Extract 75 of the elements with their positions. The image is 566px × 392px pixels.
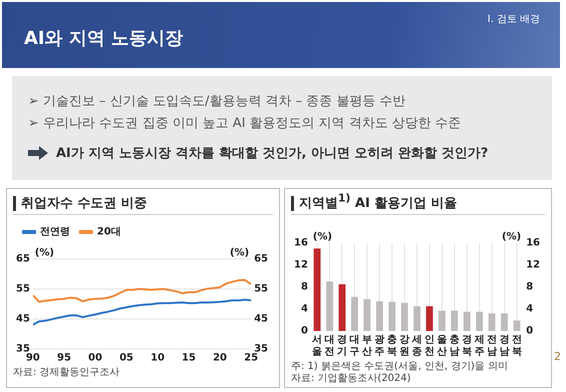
legend-label: 20대 [97, 226, 121, 238]
bar [388, 302, 396, 332]
bar [414, 306, 420, 332]
bar [513, 320, 520, 332]
y-tick-label: 8 [300, 282, 308, 293]
bar [326, 282, 334, 332]
text: 자료: 경제활동인구조사 [13, 367, 121, 379]
bar [426, 306, 433, 332]
bar [500, 314, 508, 332]
x-tick-label: 25 [244, 352, 258, 364]
x-tick-label: 인천 [424, 334, 434, 358]
x-tick-label: 강원 [400, 334, 410, 358]
y2-tick-label: 12 [526, 260, 540, 271]
x-tick-label: 00 [88, 352, 102, 364]
y2-tick-label: 16 [526, 238, 540, 249]
text: 2 [554, 350, 561, 363]
text: ➢ 우리나라 수도권 집중 이미 높고 AI 활용정도의 지역 격차도 상당한 수준 [28, 115, 462, 132]
y2-tick-label: 8 [526, 282, 534, 293]
x-tick-label: 경북 [462, 334, 472, 358]
x-tick-label: 충남 [449, 334, 460, 358]
y2-tick-label: 65 [254, 254, 268, 265]
x-tick-label: 대구 [350, 334, 360, 358]
y-tick-label: 45 [16, 314, 30, 325]
text: 주: 1) 붉은색은 수도권(서울, 인천, 경기)을 의미 [291, 361, 509, 373]
x-tick-label: 20 [212, 352, 227, 364]
x-tick-label: 서울 [312, 334, 322, 358]
x-tick-label: 전남 [486, 334, 497, 358]
text: I. 검토 배경 [488, 13, 540, 26]
chart-title: 지역별$^{1)}$ AI 활용기업 비율 [298, 192, 457, 212]
x-tick-label: 세종 [411, 334, 422, 358]
x-tick-label: 95 [57, 352, 72, 364]
legend-label: 전연령 [40, 226, 70, 238]
text: 자료: 기업활동조사(2024) [291, 373, 412, 386]
bar [476, 312, 483, 332]
text: AI와 지역 노동시장 [24, 27, 184, 50]
x-tick-label: 부산 [362, 334, 372, 358]
bar [488, 314, 496, 332]
bar [376, 302, 383, 332]
bar [401, 303, 408, 332]
y2-tick-label: 4 [526, 304, 534, 315]
y-tick-label: 12 [294, 260, 308, 271]
x-tick-label: 경기 [337, 334, 348, 358]
y-tick-label: 16 [294, 238, 308, 249]
y2-axis-title: (%) [230, 248, 250, 259]
text: ➢ 기술진보 – 신기술 도입속도/활용능력 격차 – 종종 불평등 수반 [28, 93, 406, 110]
x-tick-label: 15 [182, 352, 196, 364]
x-tick-label: 울산 [436, 334, 447, 358]
bar [463, 312, 470, 332]
bar [451, 310, 458, 332]
y2-tick-label: 0 [526, 326, 534, 337]
y-tick-label: 65 [16, 254, 30, 265]
x-tick-label: 전북 [512, 334, 522, 358]
x-tick-label: 제주 [473, 334, 484, 358]
bar [314, 248, 321, 332]
x-tick-label: 광주 [374, 334, 385, 358]
y-tick-label: 4 [300, 304, 308, 315]
y2-axis-title: (%) [502, 232, 522, 243]
x-tick-label: 충북 [387, 334, 398, 358]
x-tick-label: 대전 [324, 334, 335, 358]
y-tick-label: 0 [300, 326, 308, 337]
x-tick-label: 경남 [499, 334, 510, 358]
bar [438, 310, 446, 332]
y-axis-title: (%) [34, 248, 54, 259]
chart-title: 취업자수 수도권 비중 [13, 196, 148, 211]
bar [338, 284, 346, 332]
x-tick-label: 90 [26, 352, 40, 364]
bar [351, 297, 358, 332]
y2-tick-label: 45 [254, 314, 268, 325]
text: AI가 지역 노동시장 격차를 확대할 것인가, 아니면 오히려 완화할 것인가? [56, 145, 488, 162]
y2-tick-label: 55 [254, 284, 268, 295]
x-tick-label: 05 [119, 352, 134, 364]
x-tick-label: 10 [150, 352, 165, 364]
y-tick-label: 55 [16, 284, 30, 295]
y-axis-title: (%) [312, 232, 332, 243]
bar [364, 299, 371, 332]
